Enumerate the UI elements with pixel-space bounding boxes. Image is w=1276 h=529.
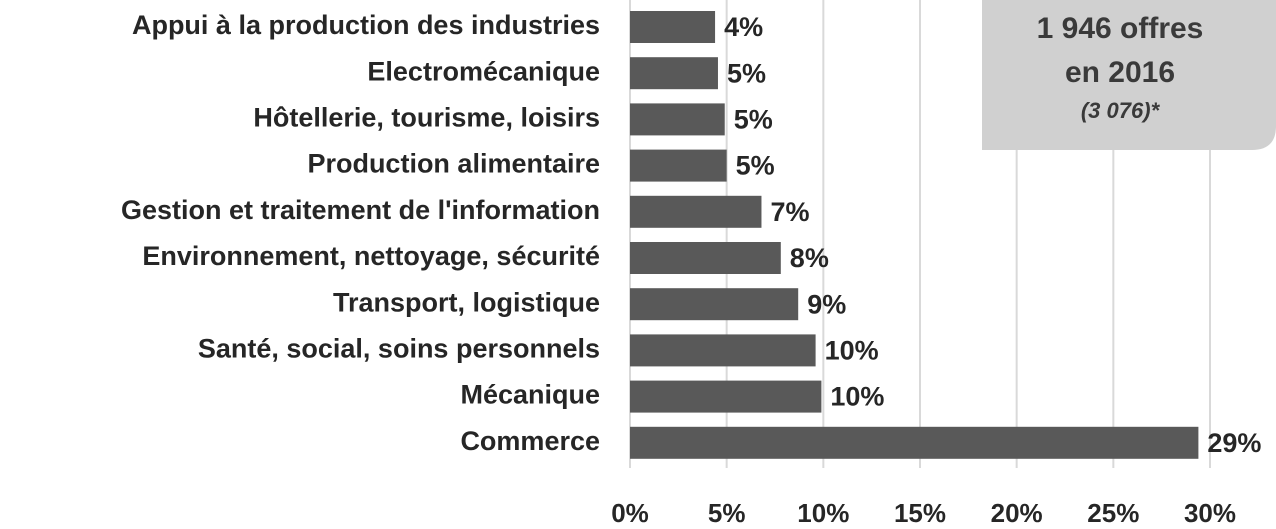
bar — [630, 288, 799, 321]
category-label: Electromécanique — [367, 56, 600, 86]
category-label: Mécanique — [460, 380, 600, 410]
bar — [630, 242, 781, 274]
value-label: 8% — [790, 243, 829, 273]
x-tick-label: 20% — [991, 498, 1043, 528]
bar — [630, 426, 1199, 459]
value-label: 5% — [736, 151, 775, 181]
annotation-line: 1 946 offres — [1037, 12, 1204, 45]
annotation-note: (3 076)* — [1081, 98, 1161, 123]
x-tick-label: 30% — [1184, 498, 1236, 528]
value-label: 5% — [727, 58, 766, 88]
x-tick-label: 25% — [1087, 498, 1139, 528]
value-label: 5% — [734, 105, 773, 135]
bar — [630, 334, 816, 367]
category-label: Appui à la production des industries — [132, 10, 600, 40]
category-label: Production alimentaire — [307, 149, 600, 179]
value-label: 10% — [830, 382, 884, 412]
x-tick-label: 0% — [611, 498, 649, 528]
annotation-line: en 2016 — [1065, 56, 1175, 89]
value-label: 10% — [825, 336, 879, 366]
bar — [630, 103, 725, 136]
value-label: 29% — [1207, 428, 1261, 458]
category-label: Gestion et traitement de l'information — [121, 195, 600, 225]
category-label: Commerce — [460, 426, 600, 456]
bar — [630, 149, 727, 182]
bar — [630, 11, 716, 43]
value-label: 7% — [770, 197, 809, 227]
value-label: 9% — [807, 289, 846, 319]
category-label: Santé, social, soins personnels — [198, 334, 600, 364]
category-label: Hôtellerie, tourisme, loisirs — [253, 103, 600, 133]
annotation-box — [982, 0, 1276, 150]
x-tick-label: 5% — [708, 498, 746, 528]
x-tick-label: 10% — [797, 498, 849, 528]
bar — [630, 380, 822, 413]
bar — [630, 195, 762, 228]
x-tick-label: 15% — [894, 498, 946, 528]
bar — [630, 57, 718, 90]
category-label: Environnement, nettoyage, sécurité — [142, 241, 600, 271]
category-label: Transport, logistique — [333, 287, 600, 317]
value-label: 4% — [724, 12, 763, 42]
